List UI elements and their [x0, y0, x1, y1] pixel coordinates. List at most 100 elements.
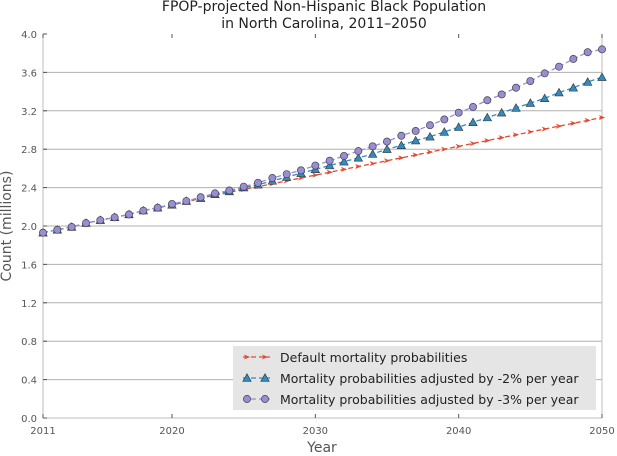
data-point [297, 166, 305, 175]
data-point [498, 135, 505, 141]
data-point [254, 178, 262, 187]
grid-lines [43, 71, 602, 381]
y-tick-labels: 0.0 0.4 0.8 1.2 1.6 2.0 2.4 2.8 3.2 3.6 4.0 [21, 30, 47, 425]
data-point [468, 117, 478, 126]
data-point [440, 115, 449, 124]
data-point [268, 174, 277, 182]
y-tick-label: 3.6 [21, 68, 37, 79]
data-point [469, 103, 477, 111]
x-tick-label: 2011 [30, 426, 55, 437]
legend-marker [242, 373, 252, 382]
data-point [367, 149, 378, 158]
x-tick-label: 2050 [589, 426, 614, 437]
data-point [554, 87, 564, 97]
data-point [339, 156, 349, 166]
y-tick-label: 2.0 [21, 222, 37, 233]
data-point [526, 77, 535, 85]
data-point [282, 170, 291, 179]
data-point [410, 135, 421, 145]
data-point [396, 140, 407, 150]
data-point [411, 127, 420, 135]
data-point [582, 77, 593, 86]
chart-title: FPOP-projected Non-Hispanic Black Popula… [162, 0, 486, 32]
legend-box [233, 346, 596, 410]
data-point [441, 146, 448, 152]
y-tick-label: 4.0 [21, 30, 37, 41]
data-point [211, 189, 219, 198]
data-point [482, 112, 493, 122]
data-point [383, 137, 391, 146]
data-point [311, 161, 320, 170]
data-point [324, 160, 335, 170]
data-point [569, 55, 578, 63]
data-point [555, 123, 563, 129]
data-point [325, 156, 334, 165]
legend-entry: Mortality probabilities adjusted by -3% … [280, 392, 579, 407]
data-point [555, 62, 563, 71]
y-tick-label: 2.8 [21, 145, 37, 156]
data-point [583, 48, 592, 57]
data-point [484, 138, 491, 144]
legend-marker [243, 395, 251, 403]
data-point [153, 203, 162, 212]
data-point [483, 96, 492, 105]
legend-marker [260, 373, 270, 382]
data-point [369, 161, 376, 167]
data-point [354, 147, 363, 156]
series-layer [38, 45, 607, 237]
x-tick-labels: 2011 2020 2030 2040 2050 [30, 34, 615, 437]
data-point [96, 216, 105, 225]
data-point [469, 140, 477, 146]
y-tick-label: 2.4 [21, 184, 37, 195]
data-point [326, 169, 333, 175]
legend: Default mortality probabilities Mortality… [233, 346, 596, 410]
chart-title-line-2: in North Carolina, 2011–2050 [221, 16, 427, 32]
data-point [568, 82, 579, 92]
data-point [496, 107, 507, 117]
data-point [398, 155, 405, 161]
data-point [125, 210, 133, 219]
data-point [540, 69, 549, 78]
data-point [110, 213, 119, 222]
data-point [340, 151, 348, 160]
data-point [439, 127, 450, 136]
data-point [512, 132, 520, 138]
y-tick-label: 0.8 [21, 337, 37, 348]
data-point [527, 129, 534, 135]
legend-entry: Default mortality probabilities [280, 350, 467, 365]
data-point [453, 122, 464, 131]
data-point [340, 166, 348, 172]
y-tick-label: 3.2 [21, 107, 37, 118]
data-point [368, 142, 377, 151]
x-tick-label: 2040 [446, 426, 471, 437]
legend-marker [243, 354, 251, 360]
data-point [511, 103, 521, 112]
x-axis-label: Year [306, 440, 337, 456]
data-point [239, 182, 248, 191]
x-tick-label: 2020 [159, 426, 184, 437]
y-tick-label: 1.2 [21, 299, 37, 310]
data-point [225, 186, 234, 195]
data-point [598, 114, 606, 121]
data-point [139, 206, 148, 215]
data-point [597, 72, 607, 81]
data-point [53, 225, 62, 234]
x-tick-label: 2030 [303, 426, 328, 437]
series-line [42, 116, 603, 234]
legend-marker [261, 395, 269, 403]
data-point [598, 45, 606, 54]
data-point [312, 172, 319, 178]
data-point [512, 83, 520, 92]
data-point [539, 93, 550, 102]
data-point [397, 131, 406, 140]
y-axis-label: Count (millions) [0, 171, 15, 282]
chart-title-line-1: FPOP-projected Non-Hispanic Black Popula… [162, 0, 486, 15]
data-point [541, 126, 548, 132]
y-tick-label: 0.0 [21, 414, 37, 425]
legend-entry: Mortality probabilities adjusted by -2% … [280, 371, 579, 386]
data-point [182, 197, 191, 205]
y-tick-label: 0.4 [21, 376, 37, 387]
legend-marker [261, 354, 269, 360]
data-point [82, 219, 90, 228]
